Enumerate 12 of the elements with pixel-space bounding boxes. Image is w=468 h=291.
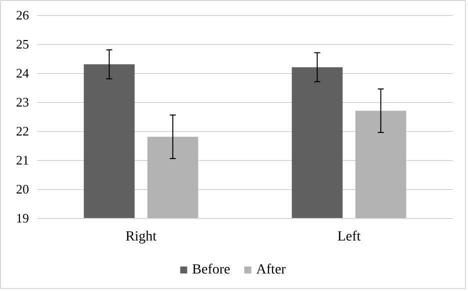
y-tick-label: 23 xyxy=(16,94,29,110)
legend-label: Before xyxy=(192,262,230,278)
y-tick-label: 21 xyxy=(16,152,29,168)
x-tick-label: Right xyxy=(125,230,157,244)
y-tick-label: 22 xyxy=(16,124,29,138)
y-tick-label: 24 xyxy=(16,66,30,80)
y-tick-label: 26 xyxy=(16,8,30,22)
x-tick-label: Left xyxy=(337,230,361,244)
y-tick-label: 20 xyxy=(16,182,29,196)
y-tick-label: 25 xyxy=(16,36,29,52)
legend-label: After xyxy=(256,262,286,278)
y-tick-label: 19 xyxy=(16,210,29,226)
